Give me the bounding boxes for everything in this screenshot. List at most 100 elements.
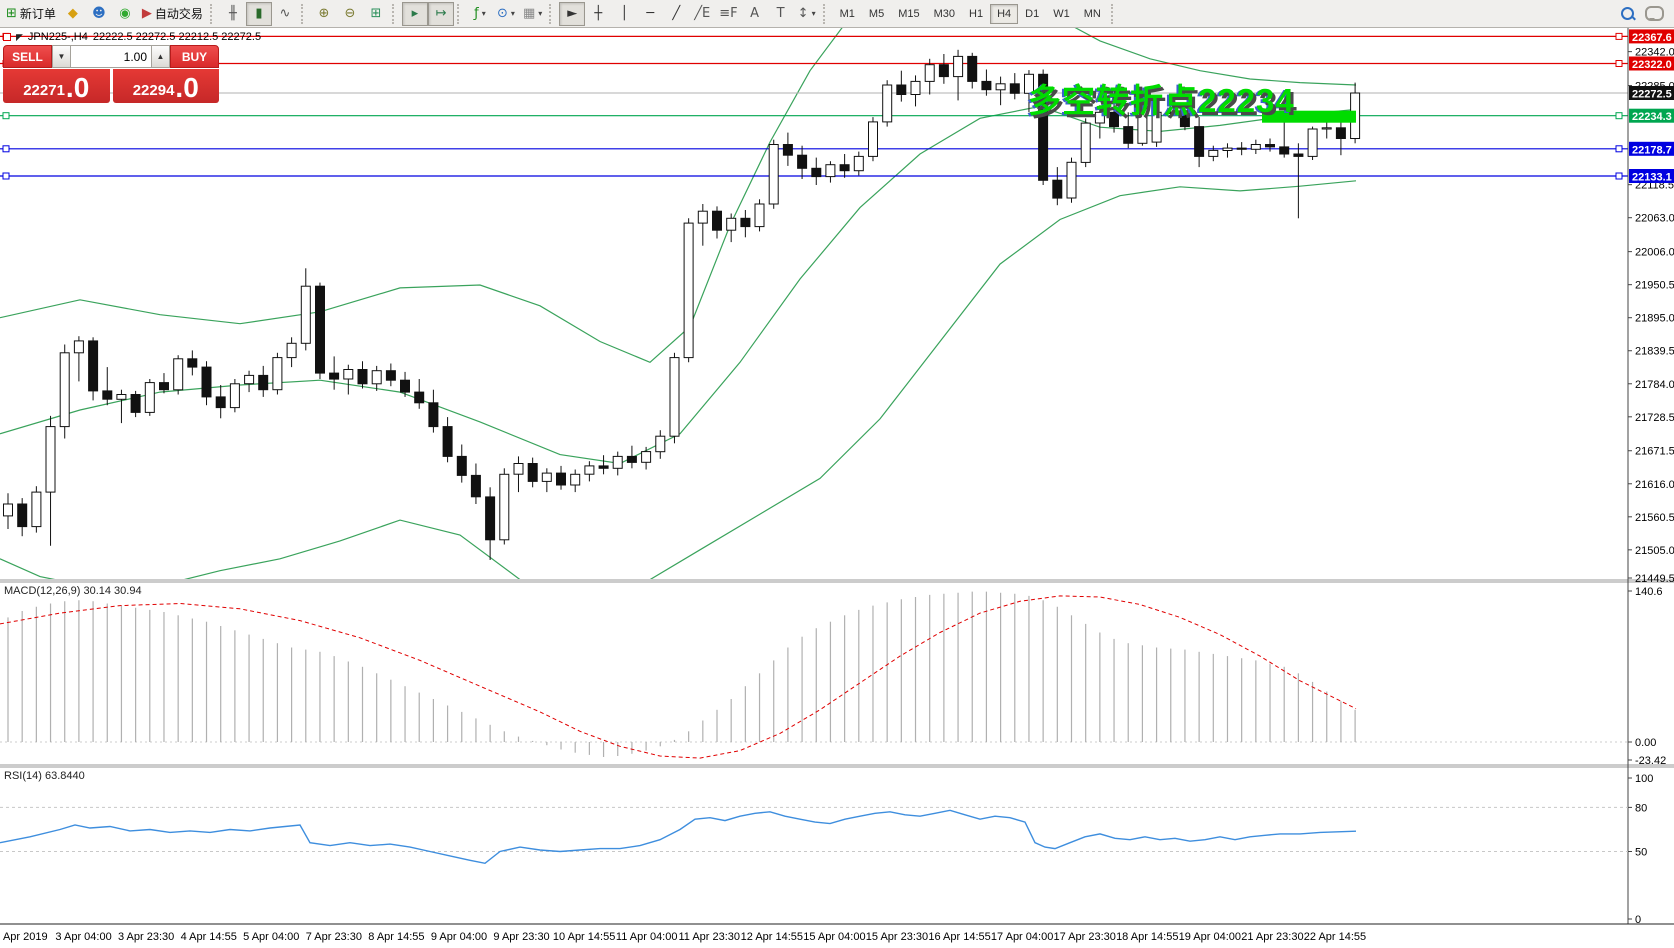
price-axis[interactable]: 22342.022285.022118.522063.022006.021950… bbox=[1628, 29, 1674, 926]
line-anchor-icon[interactable] bbox=[2, 172, 10, 180]
timeframe-h4[interactable]: H4 bbox=[990, 3, 1019, 24]
vertical-line-icon: │ bbox=[620, 6, 629, 21]
time-axis[interactable]: 2 Apr 2019 3 Apr 04:00 3 Apr 23:30 4 Apr 14… bbox=[0, 931, 1366, 943]
line-anchor-icon[interactable] bbox=[1615, 32, 1623, 40]
axis-label: -23.42 bbox=[1635, 755, 1666, 767]
zoom-in-button[interactable]: ⊕ bbox=[311, 2, 337, 26]
text-label-button[interactable]: T bbox=[768, 2, 794, 26]
sell-price-fraction: .0 bbox=[65, 72, 90, 103]
auto-scroll-button[interactable]: ▸ bbox=[401, 1, 428, 26]
bar-chart-button[interactable]: ╫ bbox=[220, 2, 246, 26]
toolbar-separator bbox=[822, 3, 830, 24]
text-label-icon: T bbox=[776, 6, 785, 21]
sell-button[interactable]: SELL bbox=[3, 45, 52, 68]
autotrading-button[interactable]: ▶ 自动交易 bbox=[138, 2, 207, 26]
price-badge bbox=[1629, 56, 1674, 71]
time-axis-label: 16 Apr 14:55 bbox=[928, 931, 990, 943]
chevron-down-icon[interactable]: ▾ bbox=[510, 9, 515, 18]
indicators-button[interactable]: ƒ ▾ bbox=[467, 2, 493, 26]
zoom-in-icon: ⊕ bbox=[318, 6, 330, 21]
indicator-labels: MACD(12,26,9) 30.14 30.94 RSI(14) 63.8440 bbox=[4, 585, 142, 782]
candlestick-series bbox=[3, 49, 1361, 560]
volume-increase-button[interactable]: ▲ bbox=[151, 45, 170, 68]
timeframe-m30[interactable]: M30 bbox=[927, 4, 962, 24]
line-anchor-icon[interactable] bbox=[2, 112, 10, 120]
tile-windows-icon: ⊞ bbox=[370, 6, 382, 21]
axis-label: 21728.5 bbox=[1635, 412, 1674, 424]
text-button[interactable]: A bbox=[742, 2, 768, 26]
line-anchor-icon[interactable] bbox=[1615, 60, 1623, 67]
chart-shift-button[interactable]: ↦ bbox=[427, 1, 454, 26]
new-order-icon: ⊞ bbox=[6, 6, 17, 21]
time-axis-label: 7 Apr 23:30 bbox=[306, 931, 362, 943]
timeframe-m15[interactable]: M15 bbox=[891, 4, 926, 24]
timeframe-m5[interactable]: M5 bbox=[862, 4, 891, 24]
axis-label: 21671.5 bbox=[1635, 446, 1674, 458]
new-order-button[interactable]: ⊞ 新订单 bbox=[2, 2, 60, 26]
candlestick-chart-button[interactable]: ▮ bbox=[245, 1, 272, 26]
hline-left-anchor-icon[interactable] bbox=[3, 33, 11, 41]
equidistant-channel-button[interactable]: ╱E bbox=[689, 2, 715, 26]
trendline-button[interactable]: ╱ bbox=[663, 2, 689, 26]
templates-button[interactable]: ▦ ▾ bbox=[519, 2, 546, 26]
chart-symbol-info: ◤ JPN225-,H4 22222.5 22272.5 22212.5 222… bbox=[3, 31, 261, 43]
volume-input[interactable] bbox=[71, 45, 151, 68]
chat-icon[interactable] bbox=[1645, 6, 1664, 21]
arrows-button[interactable]: ↕ ▾ bbox=[794, 2, 820, 26]
volume-stepper: ▼ ▲ bbox=[52, 45, 170, 68]
signals-button[interactable]: ◉ bbox=[112, 2, 138, 26]
sell-price-whole: 22271 bbox=[23, 82, 65, 99]
fibonacci-button[interactable]: ≡F bbox=[715, 2, 741, 26]
time-axis-label: 17 Apr 04:00 bbox=[991, 931, 1053, 943]
timeframe-h1[interactable]: H1 bbox=[962, 4, 990, 24]
metaeditor-button[interactable]: ◆ bbox=[60, 2, 86, 26]
rsi-line bbox=[0, 809, 1357, 865]
timeframe-w1[interactable]: W1 bbox=[1046, 4, 1077, 24]
horizontal-line-button[interactable]: ─ bbox=[637, 2, 663, 26]
ohlc-values-label: 22222.5 22272.5 22212.5 22272.5 bbox=[92, 31, 262, 43]
chart-canvas[interactable]: 22342.022285.022118.522063.022006.021950… bbox=[0, 28, 1674, 948]
axis-label: 21784.0 bbox=[1635, 379, 1674, 391]
toolbar-separator bbox=[456, 3, 464, 24]
timeframe-mn[interactable]: MN bbox=[1077, 4, 1108, 24]
periods-button[interactable]: ⊙ ▾ bbox=[493, 2, 519, 26]
axis-label: 21505.0 bbox=[1635, 545, 1674, 557]
search-icon[interactable] bbox=[1621, 6, 1636, 21]
sell-price-display[interactable]: 22271.0 bbox=[3, 69, 110, 103]
text-icon: A bbox=[750, 6, 760, 21]
chevron-down-icon[interactable]: ▾ bbox=[811, 9, 816, 18]
horizontal-line-objects[interactable] bbox=[0, 32, 1628, 180]
line-anchor-icon[interactable] bbox=[2, 145, 10, 153]
buy-price-display[interactable]: 22294.0 bbox=[112, 69, 219, 103]
price-badge bbox=[1629, 86, 1674, 100]
one-click-collapse-icon[interactable]: ◤ bbox=[16, 31, 23, 42]
axis-label: 22367.6 bbox=[1632, 32, 1672, 44]
timeframe-m1[interactable]: M1 bbox=[833, 4, 862, 24]
line-chart-button[interactable]: ∿ bbox=[272, 2, 298, 26]
chevron-down-icon[interactable]: ▾ bbox=[481, 9, 486, 18]
chart-text-annotation[interactable]: 多空转折点22234 bbox=[1028, 82, 1295, 119]
pivot-highlight-bar[interactable] bbox=[1262, 110, 1356, 123]
timeframe-d1[interactable]: D1 bbox=[1018, 4, 1046, 24]
tile-windows-button[interactable]: ⊞ bbox=[363, 2, 389, 26]
toolbar-separator bbox=[549, 3, 556, 24]
axis-label: 21950.5 bbox=[1635, 280, 1674, 292]
line-anchor-icon[interactable] bbox=[1615, 112, 1623, 120]
axis-label: 21839.5 bbox=[1635, 346, 1674, 358]
market-watch-button[interactable]: ☻ bbox=[86, 2, 112, 26]
line-anchor-icon[interactable] bbox=[1615, 172, 1623, 180]
crosshair-button[interactable]: ┼ bbox=[585, 2, 611, 26]
time-axis-label: 15 Apr 23:30 bbox=[866, 931, 928, 943]
line-anchor-icon[interactable] bbox=[1615, 145, 1623, 153]
zoom-out-button[interactable]: ⊖ bbox=[337, 2, 363, 26]
buy-button[interactable]: BUY bbox=[170, 45, 219, 68]
vertical-line-button[interactable]: │ bbox=[611, 2, 637, 26]
axis-label: 21449.5 bbox=[1635, 573, 1674, 585]
chevron-down-icon[interactable]: ▾ bbox=[538, 9, 543, 18]
chart-window: 22342.022285.022118.522063.022006.021950… bbox=[0, 28, 1674, 948]
price-badge bbox=[1629, 108, 1674, 123]
volume-decrease-button[interactable]: ▼ bbox=[52, 45, 71, 68]
axis-label: 22322.0 bbox=[1632, 59, 1672, 71]
cursor-button[interactable]: ► bbox=[559, 1, 586, 26]
axis-label: 22133.1 bbox=[1632, 171, 1672, 183]
